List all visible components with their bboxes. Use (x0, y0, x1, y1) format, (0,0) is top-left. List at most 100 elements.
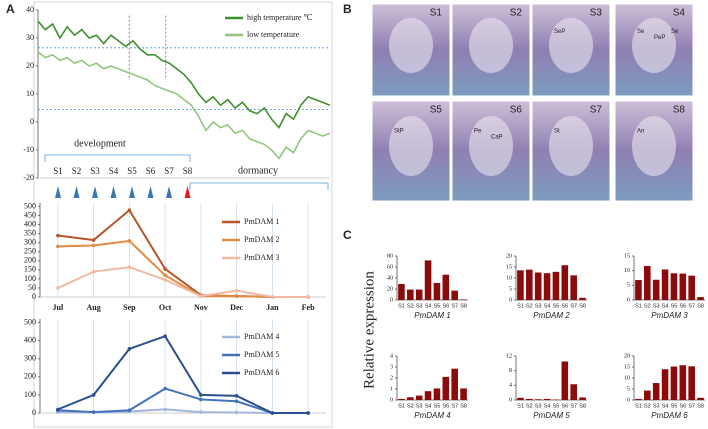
point (56, 286, 60, 290)
y-tick-label: 20 (624, 353, 630, 359)
bud (469, 17, 513, 73)
x-tick-label: S4 (425, 303, 432, 309)
bar (543, 398, 551, 400)
x-tick-label: S8 (579, 303, 586, 309)
y-tick-label: 0 (390, 297, 393, 303)
series-line (57, 266, 309, 298)
point (270, 411, 275, 415)
y-tick-label: 100 (24, 274, 36, 283)
point (234, 410, 239, 415)
y-tick-label: 10 (624, 268, 630, 274)
bar (697, 397, 704, 400)
bar (679, 273, 687, 300)
bud (389, 17, 433, 73)
bar (517, 397, 524, 400)
y-tick-label: 0 (509, 297, 512, 303)
point (163, 334, 167, 338)
y-tick-label: 20 (26, 61, 34, 70)
x-tick-label: S2 (407, 403, 414, 409)
x-tick-label: S7 (451, 403, 458, 409)
y-tick-label: 250 (24, 247, 36, 256)
panel-label: B (343, 2, 352, 16)
y-tick-label: 300 (24, 354, 36, 363)
y-tick-label: 500 (24, 317, 36, 326)
series-line (37, 20, 331, 130)
bar (570, 275, 577, 300)
y-tick-label: 200 (24, 256, 36, 265)
x-axis-label: PmDAM 1 (414, 311, 450, 320)
bar (517, 270, 524, 300)
x-tick-label: S2 (644, 303, 651, 309)
y-tick-label: -20 (23, 173, 34, 182)
x-tick-label: Nov (194, 303, 208, 312)
bar (442, 376, 450, 400)
y-tick-label: 20 (506, 253, 512, 259)
bar (424, 260, 432, 300)
bar (579, 397, 586, 400)
dormancy-bracket (189, 182, 329, 190)
point (127, 408, 132, 413)
bar (661, 369, 669, 400)
bar (407, 289, 414, 300)
point (199, 294, 203, 298)
stage-label: S3 (90, 166, 100, 176)
bar (460, 299, 467, 300)
y-tick-label: 1 (390, 386, 393, 392)
point (163, 278, 167, 282)
x-tick-label: S5 (434, 303, 441, 309)
bud (549, 17, 593, 73)
bar (635, 398, 642, 400)
y-tick-label: 15 (506, 264, 512, 270)
bar (543, 273, 551, 300)
y-tick-label: 500 (24, 201, 36, 210)
micrograph-label: S3 (590, 8, 603, 19)
x-tick-label: S5 (671, 303, 678, 309)
point (91, 393, 96, 397)
bar (415, 395, 423, 400)
point (163, 273, 167, 278)
point (163, 407, 167, 412)
x-tick-label: S6 (442, 303, 449, 309)
bar (561, 265, 569, 300)
legend-label: PmDAM 1 (244, 217, 279, 226)
y-tick-label: 15 (624, 364, 630, 370)
y-tick-label: 5 (509, 286, 512, 292)
x-tick-label: S2 (407, 303, 414, 309)
x-tick-label: S4 (544, 403, 551, 409)
point (91, 269, 96, 274)
bar (451, 368, 458, 400)
bar (398, 284, 405, 300)
bar (644, 390, 651, 400)
point (127, 347, 132, 351)
development-label: development (74, 138, 126, 149)
y-tick-label: 0 (32, 292, 36, 301)
stage-marker (73, 186, 80, 198)
x-tick-label: S6 (679, 403, 686, 409)
x-axis-label: PmDAM 4 (414, 411, 451, 420)
stage-label: S5 (127, 166, 137, 176)
micrograph-annotation: Se (671, 29, 679, 35)
stage-label: S1 (53, 166, 63, 176)
stage-label: S7 (164, 166, 174, 176)
x-tick-label: S3 (653, 303, 660, 309)
bar (424, 391, 432, 400)
x-tick-label: S3 (416, 403, 423, 409)
y-tick-label: 60 (387, 264, 393, 270)
y-tick-label: 450 (24, 210, 36, 219)
y-tick-label: 100 (24, 390, 36, 399)
bar (415, 289, 423, 300)
stage-label: S6 (146, 166, 156, 176)
point (127, 208, 132, 213)
bracket (44, 154, 191, 162)
bar (652, 383, 660, 400)
x-tick-label: S4 (544, 303, 551, 309)
x-tick-label: S4 (662, 403, 669, 409)
bar (407, 397, 414, 400)
x-tick-label: S1 (517, 303, 524, 309)
x-tick-label: S7 (688, 403, 695, 409)
x-tick-label: S3 (535, 303, 542, 309)
y-tick-label: -10 (23, 145, 34, 154)
y-tick-label: 5 (627, 386, 630, 392)
x-tick-label: S1 (517, 403, 524, 409)
y-tick-label: 20 (387, 286, 393, 292)
